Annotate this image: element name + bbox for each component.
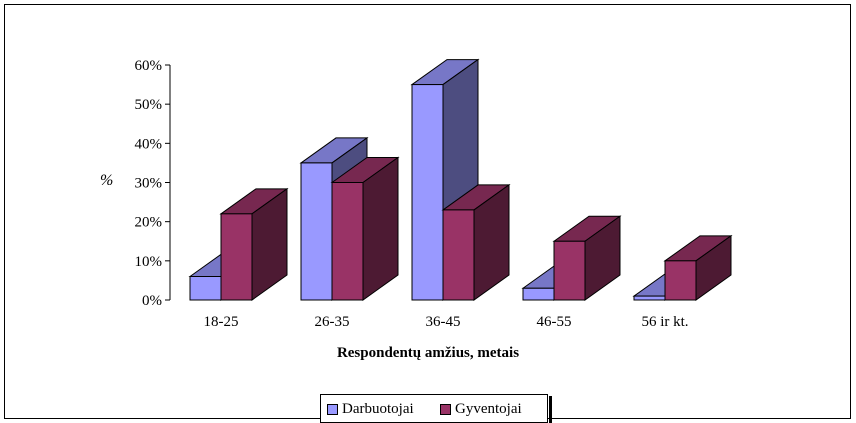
bar-side-gyventojai-1 [362,156,399,301]
bar-gyventojai-2 [442,209,475,301]
bar-gyventojai-1 [331,182,364,301]
y-tick-label: 20% [135,215,163,231]
bar-gyventojai-0 [220,213,253,301]
legend-shadow [549,396,552,423]
x-tick-label: 18-25 [204,314,239,330]
x-tick-label: 36-45 [426,314,461,330]
legend-label-darbuotojai: Darbuotojai [342,400,414,417]
x-tick-label: 26-35 [315,314,350,330]
legend-swatch-darbuotojai [327,403,338,415]
bar-darbuotojai-1 [300,162,333,301]
bar-darbuotojai-3 [522,287,555,301]
y-axis-label: % [100,172,114,189]
legend-swatch-gyventojai [440,403,451,415]
bar-gyventojai-4 [664,260,697,301]
bar-darbuotojai-2 [411,84,444,301]
x-tick-label: 56 ir kt. [641,314,688,330]
legend: Darbuotojai Gyventojai [320,394,548,423]
bar-darbuotojai-4 [633,295,666,301]
legend-label-gyventojai: Gyventojai [455,400,522,417]
bar-gyventojai-3 [553,240,586,301]
y-tick-label: 10% [135,254,163,270]
y-tick-label: 30% [135,176,163,192]
x-tick-label: 46-55 [537,314,572,330]
x-axis-title: Respondentų amžius, metais [336,345,520,361]
y-tick-label: 0% [142,293,162,309]
bar-darbuotojai-0 [189,276,222,301]
legend-item-darbuotojai: Darbuotojai [327,401,414,417]
y-tick-label: 50% [135,97,163,113]
legend-item-gyventojai: Gyventojai [440,401,522,417]
y-tick-label: 40% [135,136,163,152]
y-tick-label: 60% [135,58,163,74]
